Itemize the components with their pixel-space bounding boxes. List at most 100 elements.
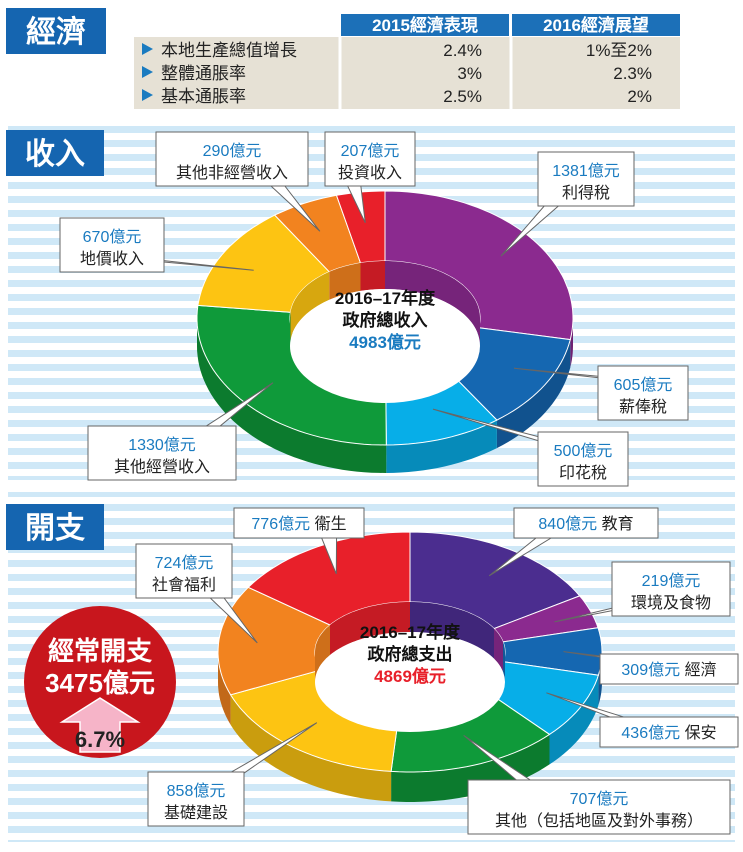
slice-callout: 840億元 教育 (488, 507, 659, 577)
table-body-bg (134, 37, 680, 109)
callout-label: 840億元 教育 (538, 515, 633, 533)
callout-name: 地價收入 (80, 250, 144, 268)
callout-box (513, 507, 659, 539)
center-line3: 4983億元 (349, 332, 421, 352)
income-chart: 2016–17年度政府總收入4983億元1381億元利得稅605億元薪俸稅500… (59, 131, 689, 487)
callout-label: 309億元 經濟 (621, 661, 716, 679)
table-header-2015: 2015經濟表現 (372, 15, 478, 35)
callout-box (597, 365, 689, 421)
donut-inner-wall (290, 312, 291, 346)
callout-name: 保安 (685, 724, 717, 742)
callout-label: 776億元 衞生 (251, 515, 346, 533)
callout-name: 利得稅 (562, 184, 610, 202)
donut-inner-wall (329, 262, 361, 300)
callout-value: 724億元 (155, 554, 214, 572)
donut-hole-floor (315, 632, 505, 732)
donut-inner-wall (385, 261, 480, 346)
donut-hole-floor (290, 289, 480, 403)
donut-inner-wall (315, 625, 330, 682)
donut-side-wall (391, 734, 550, 802)
table-header-blank (134, 14, 339, 36)
income-title-box (6, 130, 104, 176)
row-2016-value: 1%至2% (586, 41, 652, 60)
row-2016-value: 2% (627, 87, 652, 106)
callout-value: 840億元 (538, 515, 601, 533)
table-header-2016: 2016經濟展望 (543, 15, 649, 35)
donut-inner-wall (360, 261, 385, 291)
callout-value: 1330億元 (128, 436, 196, 454)
recurrent-title: 經常開支 (48, 636, 152, 666)
callout-value: 207億元 (341, 142, 400, 160)
callout-box (135, 543, 233, 599)
callout-value: 707億元 (570, 790, 629, 808)
callout-name: 投資收入 (338, 164, 402, 182)
row-arrow-icon (142, 43, 153, 55)
donut-side-wall (549, 675, 599, 765)
donut-inner-wall (330, 602, 410, 655)
callout-value: 858億元 (167, 782, 226, 800)
recurrent-amount: 3475億元 (45, 668, 155, 698)
callout-box (147, 771, 245, 827)
donut-side-wall (197, 318, 387, 473)
recurrent-badge-circle (24, 606, 176, 758)
row-2015-value: 3% (457, 64, 482, 83)
callout-value: 500億元 (554, 442, 613, 460)
callout-name: 社會福利 (152, 576, 216, 594)
economy-section: 經濟 2015經濟表現 2016經濟展望 本地生產總值增長 2.4% 1%至2%… (6, 8, 680, 109)
callout-value: 436億元 (621, 724, 684, 742)
callout-box (87, 425, 237, 481)
callout-name: 其他（包括地區及對外事務） (495, 812, 703, 830)
callout-value: 670億元 (83, 228, 142, 246)
callout-name: 衞生 (315, 515, 347, 533)
expenditure-title: 開支 (25, 512, 85, 545)
donut-inner-wall (494, 628, 503, 672)
donut-inner-wall (290, 271, 330, 341)
row-label: 整體通脹率 (161, 64, 246, 83)
callout-value: 1381億元 (552, 162, 620, 180)
donut-inner-wall (410, 602, 494, 659)
recurrent-growth: 6.7% (75, 727, 125, 752)
callout-value: 290億元 (203, 142, 262, 160)
table-row: 本地生產總值增長 2.4% 1%至2% (142, 41, 652, 60)
callout-box (611, 561, 731, 617)
callout-name: 基礎建設 (164, 804, 228, 822)
callout-box (155, 131, 309, 187)
callout-value: 219億元 (642, 572, 701, 590)
donut-side-wall (230, 694, 392, 802)
row-2015-value: 2.5% (443, 87, 482, 106)
center-line2: 政府總收入 (343, 310, 428, 330)
callout-name: 其他非經營收入 (176, 164, 288, 182)
callout-box (599, 653, 739, 685)
callout-name: 教育 (602, 515, 634, 533)
slice-callout: 436億元 保安 (546, 692, 739, 748)
row-label: 基本通脹率 (161, 87, 246, 106)
row-label: 本地生產總值增長 (161, 41, 297, 60)
expenditure-title-box (6, 504, 104, 550)
table-row: 整體通脹率 3% 2.3% (142, 64, 652, 83)
callout-name: 環境及食物 (631, 593, 711, 612)
callout-box (59, 217, 165, 273)
callout-value: 776億元 (251, 515, 314, 533)
center-line1: 2016–17年度 (360, 622, 461, 642)
center-line3: 4869億元 (374, 666, 446, 686)
recurrent-expenditure-badge: 經常開支 3475億元 6.7% (24, 606, 176, 758)
callout-name: 印花稅 (559, 464, 607, 482)
donut-inner-wall (503, 641, 505, 682)
donut-side-wall (218, 652, 231, 725)
callout-label: 436億元 保安 (621, 724, 716, 742)
callout-value: 309億元 (621, 661, 684, 679)
callout-value: 605億元 (614, 376, 673, 394)
callout-box (233, 507, 365, 539)
up-arrow-icon (59, 697, 141, 753)
callout-box (537, 151, 635, 207)
